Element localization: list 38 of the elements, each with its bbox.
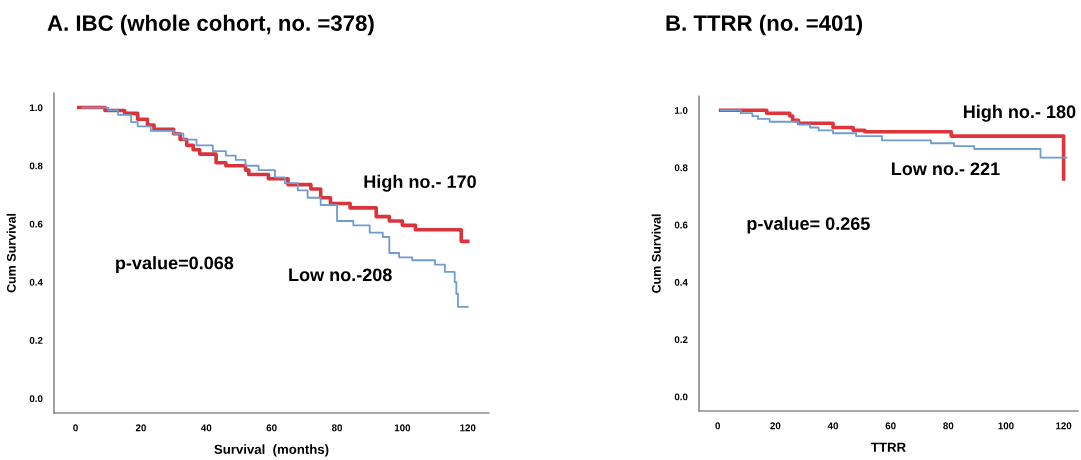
- x-tick-label: 80: [331, 424, 343, 432]
- annotation: Low no.- 221: [891, 162, 1000, 176]
- y-tick-label: 0.2: [674, 336, 688, 344]
- annotation: High no.- 170: [364, 174, 476, 192]
- x-tick-label: 60: [885, 422, 896, 430]
- x-tick-label: 80: [943, 422, 954, 430]
- x-tick-label: 20: [770, 422, 781, 430]
- y-tick-label: 0.4: [674, 278, 688, 286]
- y-tick-label: 0.8: [29, 162, 43, 170]
- annotation: Low no.-208: [289, 268, 392, 282]
- x-axis-title: TTRR: [871, 442, 906, 452]
- annotation: p-value=0.068: [116, 256, 234, 273]
- x-tick-label: 20: [135, 424, 146, 432]
- x-tick-label: 0: [73, 424, 78, 432]
- annotation: High no.- 180: [963, 104, 1076, 122]
- x-tick-label: 120: [460, 424, 476, 432]
- y-axis-title: Cum Survival: [6, 213, 16, 293]
- x-tick-label: 60: [266, 424, 277, 432]
- y-tick-label: 0.0: [29, 395, 43, 403]
- y-axis-title: Cum Survival: [651, 214, 661, 293]
- x-tick-label: 40: [201, 424, 212, 432]
- y-tick-label: 1.0: [29, 104, 43, 112]
- x-tick-label: 40: [827, 422, 839, 430]
- y-tick-label: 0.6: [29, 220, 43, 228]
- y-tick-label: 0.4: [29, 278, 43, 286]
- x-tick-label: 100: [394, 424, 411, 432]
- y-tick-label: 0.0: [674, 393, 688, 401]
- x-tick-label: 100: [998, 422, 1014, 430]
- y-tick-label: 1.0: [674, 107, 688, 114]
- x-tick-label: 120: [1056, 422, 1072, 430]
- y-tick-label: 0.6: [674, 221, 688, 229]
- x-tick-label: 0: [715, 422, 721, 430]
- y-tick-label: 0.2: [29, 337, 43, 344]
- y-tick-label: 0.8: [674, 164, 688, 172]
- x-axis-title: Survival (months): [214, 444, 329, 457]
- chart-title: A. IBC (whole cohort, no. =378): [47, 14, 374, 36]
- annotation: p-value= 0.265: [747, 216, 870, 234]
- chart-title: B. TTRR (no. =401): [666, 14, 863, 36]
